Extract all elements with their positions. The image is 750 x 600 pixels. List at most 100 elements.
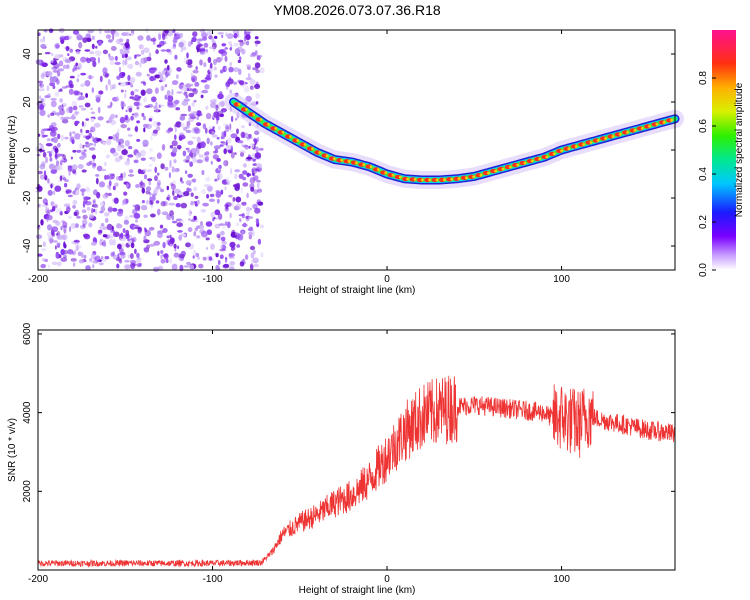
ridge-bead-core — [303, 143, 307, 146]
noise-blob — [49, 82, 55, 87]
noise-blob — [168, 172, 171, 179]
noise-blob — [148, 179, 152, 186]
noise-blob — [174, 134, 177, 140]
noise-blob — [171, 220, 178, 224]
noise-blob — [155, 186, 162, 190]
noise-blob — [75, 111, 80, 115]
y-tick-label: 0 — [22, 147, 33, 153]
noise-blob — [100, 223, 105, 227]
noise-blob — [208, 125, 213, 130]
noise-blob — [85, 57, 89, 62]
noise-blob — [222, 264, 230, 269]
noise-blob — [88, 222, 93, 228]
noise-blob — [191, 178, 196, 183]
noise-blob — [201, 32, 208, 38]
noise-blob — [157, 208, 161, 216]
noise-blob — [160, 49, 167, 52]
noise-blob — [257, 201, 264, 206]
noise-blob — [46, 224, 53, 231]
noise-blob — [210, 211, 216, 218]
noise-blob — [219, 144, 224, 147]
noise-blob — [99, 75, 103, 83]
noise-blob — [48, 163, 55, 170]
noise-blob — [84, 49, 91, 52]
noise-blob — [146, 88, 153, 95]
noise-blob — [45, 202, 48, 206]
noise-blob — [143, 214, 148, 218]
x-tick-label: 100 — [553, 574, 570, 585]
noise-blob — [193, 234, 197, 237]
noise-blob — [40, 219, 44, 226]
ridge-bead-core — [604, 137, 607, 140]
noise-blob — [127, 63, 134, 70]
noise-blob — [119, 251, 126, 256]
noise-blob — [133, 101, 140, 107]
noise-blob — [124, 58, 128, 66]
noise-blob — [145, 123, 152, 130]
noise-blob — [199, 59, 203, 66]
ridge-bead-core — [640, 126, 644, 130]
noise-blob — [189, 161, 194, 167]
noise-blob — [193, 186, 198, 192]
noise-blob — [187, 88, 194, 92]
noise-blob — [220, 189, 224, 195]
noise-blob — [112, 207, 118, 212]
ridge-bead-core — [318, 151, 322, 154]
noise-blob — [189, 264, 194, 271]
noise-blob — [78, 41, 83, 49]
noise-blob — [116, 144, 122, 152]
noise-blob — [128, 107, 133, 113]
noise-blob — [214, 74, 218, 78]
noise-blob — [56, 78, 60, 85]
noise-blob — [112, 120, 117, 125]
noise-blob — [240, 125, 245, 129]
noise-blob — [255, 146, 259, 153]
noise-blob — [50, 126, 56, 134]
colorbar-tick-label: 0.8 — [698, 71, 709, 85]
noise-blob — [46, 85, 50, 92]
noise-blob — [181, 180, 184, 184]
noise-blob — [46, 214, 53, 221]
noise-blob — [124, 53, 128, 59]
noise-blob — [187, 227, 193, 233]
noise-blob — [194, 195, 199, 199]
noise-blob — [205, 127, 208, 134]
noise-blob — [228, 41, 232, 45]
noise-blob — [196, 147, 200, 154]
x-tick-label: -100 — [203, 274, 223, 285]
noise-blob — [254, 168, 260, 171]
noise-blob — [104, 256, 110, 260]
noise-blob — [72, 131, 76, 135]
noise-blob — [48, 152, 52, 158]
ridge-bead-core — [413, 178, 417, 181]
noise-blob — [134, 60, 140, 66]
noise-blob — [159, 224, 164, 229]
noise-blob — [254, 40, 261, 45]
noise-blob — [89, 258, 93, 261]
noise-blob — [123, 191, 128, 196]
noise-blob — [160, 254, 163, 260]
noise-blob — [193, 215, 197, 221]
noise-blob — [40, 73, 45, 79]
noise-blob — [109, 60, 115, 66]
noise-blob — [202, 256, 207, 261]
noise-blob — [43, 170, 47, 177]
noise-blob — [93, 143, 96, 147]
noise-blob — [78, 136, 80, 140]
noise-blob — [71, 114, 75, 120]
noise-blob — [120, 124, 127, 129]
noise-blob — [250, 143, 255, 149]
noise-blob — [79, 155, 85, 160]
noise-blob — [209, 193, 215, 198]
noise-blob — [88, 147, 96, 151]
noise-blob — [183, 126, 187, 131]
noise-blob — [246, 172, 250, 178]
noise-blob — [190, 243, 194, 250]
noise-blob — [225, 86, 229, 90]
noise-blob — [45, 207, 50, 214]
noise-blob — [158, 33, 162, 41]
noise-blob — [148, 163, 153, 167]
noise-blob — [39, 82, 42, 87]
noise-blob — [128, 169, 134, 174]
noise-blob — [112, 254, 118, 260]
